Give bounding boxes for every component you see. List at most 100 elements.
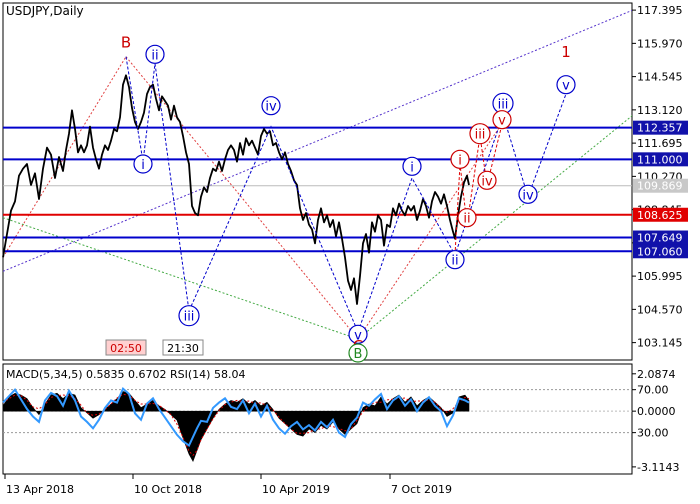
price-tick-label: 103.145 — [637, 337, 683, 350]
wave-label: ii — [457, 208, 477, 228]
wave-label-text: iii — [184, 310, 195, 325]
wave-label-circle — [450, 149, 470, 169]
trend-line — [357, 115, 632, 340]
level-tag-bg — [633, 244, 688, 259]
level-tag-label: 111.000 — [637, 153, 683, 166]
indicator-tick-label: 70.00 — [637, 384, 669, 397]
wave-label-circle — [445, 250, 465, 270]
wave-label-text: ii — [463, 212, 470, 227]
wave-label: v — [348, 324, 368, 344]
wave-label-text: iii — [475, 128, 486, 143]
wave-label: v — [492, 110, 512, 130]
wave-label: B — [121, 34, 131, 52]
wave-label: iv — [477, 170, 497, 190]
price-tick-label: 104.570 — [637, 303, 683, 316]
wave-label-text: iv — [522, 188, 534, 203]
trend-line — [3, 217, 359, 340]
level-tag-label: 107.060 — [637, 245, 683, 258]
wave-label: iv — [261, 96, 281, 116]
wave-label-circle — [178, 305, 200, 327]
level-tag-bg — [633, 230, 688, 245]
price-tick-label: 111.695 — [637, 137, 683, 150]
wave-label-text: v — [498, 114, 506, 129]
wave-label-text: v — [354, 328, 362, 343]
price-tick-label: 114.545 — [637, 71, 683, 84]
wave-label-circle — [348, 343, 368, 363]
rsi-line — [2, 386, 470, 448]
macd-signal-line — [2, 393, 470, 457]
wave-label-circle — [477, 170, 497, 190]
price-tick-label: 105.995 — [637, 270, 683, 283]
wave-label: iii — [178, 305, 200, 327]
wave-label-text: ii — [451, 254, 458, 269]
wave-label-circle — [261, 96, 281, 116]
wave-label-circle — [556, 75, 576, 95]
wave-label-circle — [133, 154, 153, 174]
price-panel: 117.395115.970114.545113.120111.695110.2… — [2, 2, 688, 363]
level-tag-bg — [633, 207, 688, 222]
x-tick-label: 10 Apr 2019 — [262, 483, 330, 496]
wave-label-text: ii — [151, 48, 158, 63]
wave-label-text: i — [141, 158, 145, 173]
time-marker-box — [105, 339, 147, 356]
wave-label: ii — [445, 250, 465, 270]
wave-label-text: i — [410, 160, 414, 175]
chart-title: USDJPY,Daily — [6, 4, 84, 18]
wave-label: i — [450, 149, 470, 169]
level-tag-bg — [633, 178, 688, 193]
x-tick-label: 10 Oct 2018 — [134, 483, 202, 496]
indicator-tick-label: 30.00 — [637, 427, 669, 440]
wave-label: v — [556, 75, 576, 95]
wave-label: i — [133, 154, 153, 174]
wave-label-circle — [469, 123, 491, 145]
wave-label: 1 — [561, 43, 571, 61]
wave-label-text: iv — [265, 100, 277, 115]
indicator-panel: MACD(5,34,5) 0.5835 0.6702 RSI(14) 58.04… — [2, 363, 679, 475]
wave-label-text: i — [458, 153, 462, 168]
wave-label: iii — [469, 123, 491, 145]
wave-label-text: B — [121, 34, 131, 52]
wave-label-text: iv — [481, 174, 493, 189]
level-tag-label: 112.357 — [637, 122, 683, 135]
wave-label-text: B — [354, 347, 363, 362]
wave-label: i — [402, 156, 422, 176]
wave-label: ii — [145, 44, 165, 64]
price-tick-label: 115.970 — [637, 37, 683, 50]
wave-label-circle — [492, 110, 512, 130]
wave-label-circle — [348, 324, 368, 344]
wave-label-text: iii — [498, 97, 509, 112]
time-marker-box — [162, 339, 204, 356]
indicator-tick-label: 0.0000 — [637, 405, 676, 418]
indicator-title: MACD(5,34,5) 0.5835 0.6702 RSI(14) 58.04 — [6, 368, 245, 381]
x-axis: 13 Apr 2018 10 Oct 2018 10 Apr 2019 7 Oct 2… — [4, 474, 452, 496]
wave-label-circle — [145, 44, 165, 64]
level-tag-bg — [633, 152, 688, 167]
level-tag-bg — [633, 120, 688, 135]
time-marker-label: 02:50 — [110, 342, 142, 355]
level-tag-label: 107.649 — [637, 232, 683, 245]
wave-label-text: v — [562, 79, 570, 94]
x-tick-label: 13 Apr 2018 — [6, 483, 74, 496]
price-tick-label: 113.120 — [637, 104, 683, 117]
trend-line — [125, 56, 359, 340]
price-tick-label: 117.395 — [637, 4, 683, 17]
indicator-tick-label: -3.1143 — [637, 461, 679, 474]
wave-label-circle — [402, 156, 422, 176]
indicator-tick-label: 2.0874 — [637, 368, 676, 381]
wave-label: iv — [518, 184, 538, 204]
wave-label-circle — [518, 184, 538, 204]
x-tick-label: 7 Oct 2019 — [391, 483, 452, 496]
price-panel-frame — [2, 2, 633, 361]
level-tag-label: 109.869 — [637, 180, 683, 193]
trend-line — [3, 9, 632, 272]
price-series-line — [2, 74, 470, 305]
level-tag-label: 108.625 — [637, 209, 683, 222]
trend-line — [357, 121, 504, 340]
wave-label-circle — [457, 208, 477, 228]
macd-histogram — [2, 391, 470, 462]
wave-label: B — [348, 343, 368, 363]
time-marker-label: 21:30 — [167, 342, 199, 355]
wave-label-text: 1 — [561, 43, 571, 61]
